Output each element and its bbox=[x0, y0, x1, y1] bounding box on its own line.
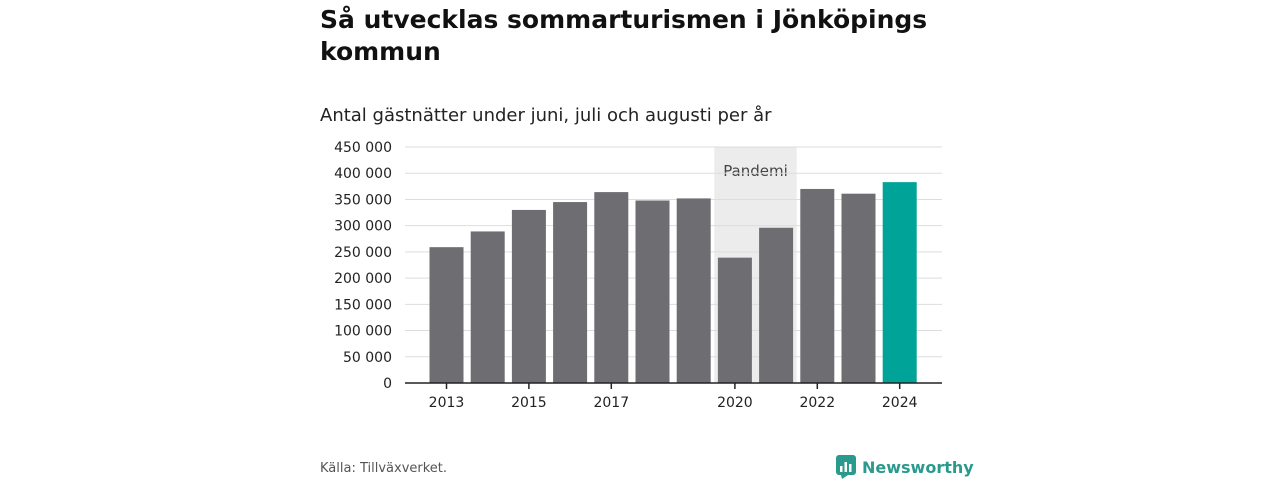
y-tick-label: 200 000 bbox=[334, 271, 392, 287]
x-tick-label: 2022 bbox=[799, 395, 835, 411]
y-tick-label: 250 000 bbox=[334, 245, 392, 261]
x-tick-label: 2020 bbox=[717, 395, 753, 411]
y-tick-label: 150 000 bbox=[334, 297, 392, 313]
chart-subtitle: Antal gästnätter under juni, juli och au… bbox=[320, 105, 772, 126]
y-tick-label: 300 000 bbox=[334, 219, 392, 235]
bar-2020 bbox=[717, 257, 752, 383]
chart-title: Så utvecklas sommarturismen i Jönköpings… bbox=[320, 5, 928, 66]
y-tick-label: 50 000 bbox=[343, 350, 392, 366]
bar-2023 bbox=[841, 193, 876, 383]
bar-2014 bbox=[470, 231, 505, 383]
x-tick-label: 2017 bbox=[593, 395, 629, 411]
x-tick-label: 2013 bbox=[429, 395, 465, 411]
bar-2018 bbox=[635, 200, 670, 383]
brand-name: Newsworthy bbox=[862, 457, 974, 477]
y-tick-label: 450 000 bbox=[334, 140, 392, 156]
source-note: Källa: Tillväxverket. bbox=[320, 461, 448, 476]
bar-2013 bbox=[429, 247, 464, 383]
annotation-label: Pandemi bbox=[723, 162, 788, 180]
bar-2021 bbox=[759, 227, 794, 383]
brand: Newsworthy bbox=[836, 455, 974, 479]
bar-chart: Pandemi 0 50 000 100 000 150 000 200 000 250 0… bbox=[334, 140, 942, 411]
y-tick-label: 0 bbox=[383, 376, 392, 392]
y-tick-label: 400 000 bbox=[334, 166, 392, 182]
bar-2015 bbox=[511, 209, 546, 383]
y-tick-label: 350 000 bbox=[334, 192, 392, 208]
x-tick-label: 2024 bbox=[882, 395, 918, 411]
bar-2024 bbox=[882, 182, 917, 383]
bar-2016 bbox=[553, 202, 588, 383]
y-tick-label: 100 000 bbox=[334, 324, 392, 340]
bar-2022 bbox=[800, 188, 835, 383]
bar-2017 bbox=[594, 192, 629, 383]
bar-2019 bbox=[676, 198, 711, 383]
newsworthy-logo-icon bbox=[836, 455, 856, 479]
x-tick-label: 2015 bbox=[511, 395, 547, 411]
